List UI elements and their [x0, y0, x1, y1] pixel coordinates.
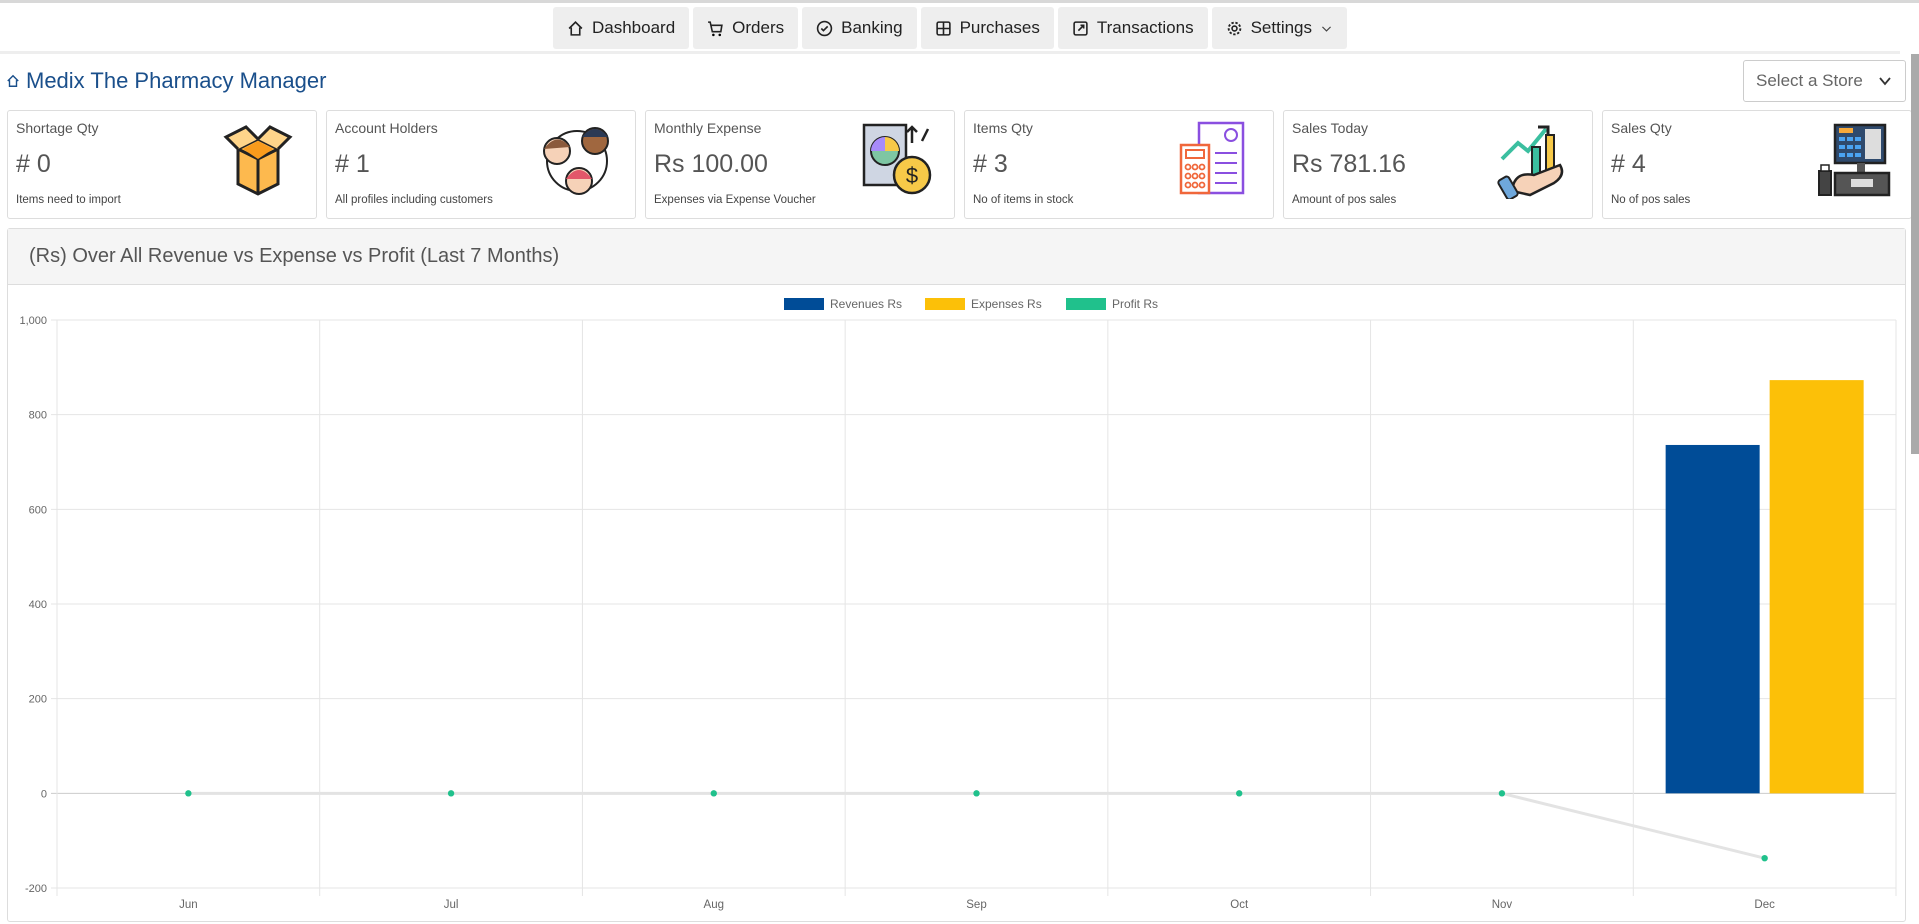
card-subtitle: Items need to import [16, 194, 121, 206]
y-tick-label: 400 [29, 599, 47, 611]
cart-icon [708, 20, 723, 36]
revenue-expense-profit-chart: -200 0 200 400 600 800 1,000 Jun Jul Aug Sep Oct Nov… [19, 297, 1897, 911]
nav-purchases[interactable]: Purchases [920, 7, 1054, 49]
external-link-icon [1073, 20, 1088, 36]
profit-point [1761, 854, 1768, 862]
nav-label: Orders [732, 18, 785, 37]
nav-transactions[interactable]: Transactions [1057, 7, 1208, 49]
x-tick-label: Jun [179, 899, 198, 911]
profit-point [973, 790, 980, 797]
legend-swatch [1066, 298, 1106, 310]
store-select-placeholder: Select a Store [1756, 71, 1863, 90]
legend-swatch [784, 298, 824, 310]
profit-point [185, 790, 192, 797]
card-subtitle: All profiles including customers [335, 194, 493, 206]
card-subtitle: No of pos sales [1611, 194, 1691, 206]
y-tick-label: 600 [29, 504, 47, 516]
growth-chart-hand-icon [1497, 125, 1564, 199]
stat-cards: Shortage Qty # 0 Items need to import Accou… [7, 110, 1912, 219]
x-tick-label: Dec [1754, 899, 1775, 911]
card-label: Sales Today [1292, 120, 1369, 136]
card-label: Monthly Expense [654, 120, 762, 136]
stat-card-sales-today[interactable]: Sales Today Rs 781.16 Amount of pos sales [1283, 110, 1593, 219]
y-tick-label: 0 [41, 788, 47, 800]
bar-expenses-rs [1769, 380, 1864, 794]
x-tick-label: Jul [444, 899, 459, 911]
profit-point [1236, 790, 1243, 797]
y-tick-label: 800 [29, 410, 47, 422]
stat-card-shortage-qty[interactable]: Shortage Qty # 0 Items need to import [7, 110, 317, 219]
stat-card-items-qty[interactable]: Items Qty # 3 No of items in stock [964, 110, 1274, 219]
nav-settings[interactable]: Settings [1211, 7, 1348, 49]
top-border [0, 0, 1919, 3]
stat-card-monthly-expense[interactable]: Monthly Expense Rs 100.00 Expenses via Exp… [645, 110, 955, 219]
card-label: Shortage Qty [16, 120, 99, 136]
chevron-down-icon [1322, 25, 1332, 32]
x-tick-label: Oct [1230, 899, 1249, 911]
stat-card-account-holders[interactable]: Account Holders # 1 All profiles including… [326, 110, 636, 219]
nav-orders[interactable]: Orders [693, 7, 799, 49]
profit-point [710, 790, 717, 797]
top-nav: Dashboard Orders Banking Purchases Transacti… [0, 3, 1900, 54]
store-select[interactable]: Select a Store [1743, 60, 1906, 102]
y-tick-label: 200 [29, 694, 47, 706]
page-title[interactable]: Medix The Pharmacy Manager [6, 68, 326, 94]
card-value: # 3 [973, 150, 1008, 178]
card-value: # 0 [16, 150, 51, 178]
gear-icon [1227, 21, 1241, 35]
home-icon [7, 74, 19, 87]
card-subtitle: Amount of pos sales [1292, 194, 1397, 206]
x-tick-label: Sep [966, 899, 986, 911]
open-box-icon [223, 125, 293, 196]
card-label: Sales Qty [1611, 120, 1672, 136]
profit-point [447, 790, 455, 797]
card-value: # 4 [1611, 150, 1646, 178]
nav-banking[interactable]: Banking [802, 7, 917, 49]
vertical-scrollbar[interactable] [1911, 54, 1919, 454]
revenue-chart-panel: (Rs) Over All Revenue vs Expense vs Prof… [7, 228, 1906, 922]
people-icon [543, 127, 609, 195]
x-tick-label: Aug [704, 899, 724, 911]
home-icon [568, 20, 583, 36]
check-circle-icon [816, 20, 833, 36]
chevron-down-icon [1879, 77, 1891, 86]
card-value: Rs 100.00 [654, 150, 768, 178]
cash-register-icon [1818, 123, 1891, 197]
card-subtitle: Expenses via Expense Voucher [654, 194, 816, 206]
nav-label: Banking [841, 18, 903, 37]
svg-text:$: $ [906, 163, 918, 188]
card-label: Account Holders [335, 120, 438, 136]
legend-label: Expenses Rs [971, 297, 1042, 311]
y-tick-label: -200 [25, 883, 47, 895]
inventory-list-icon [1179, 121, 1245, 195]
x-tick-label: Nov [1492, 899, 1513, 911]
bar-revenues-rs [1665, 444, 1760, 794]
card-value: Rs 781.16 [1292, 150, 1406, 178]
stat-card-sales-qty[interactable]: Sales Qty # 4 No of pos sales [1602, 110, 1912, 219]
grid-icon [935, 20, 951, 36]
profit-line [188, 791, 1766, 860]
legend-label: Profit Rs [1112, 297, 1158, 311]
nav-label: Settings [1250, 18, 1313, 37]
nav-label: Transactions [1096, 18, 1194, 37]
y-tick-label: 1,000 [19, 315, 47, 327]
card-subtitle: No of items in stock [973, 194, 1074, 206]
expense-report-icon: $ [862, 123, 932, 195]
card-label: Items Qty [973, 120, 1033, 136]
legend-swatch [925, 298, 965, 310]
chart-panel-title: (Rs) Over All Revenue vs Expense vs Prof… [8, 229, 1905, 285]
app-title: Medix The Pharmacy Manager [26, 68, 327, 93]
profit-point [1498, 790, 1506, 797]
nav-label: Dashboard [591, 18, 676, 37]
legend-label: Revenues Rs [830, 297, 902, 311]
nav-label: Purchases [959, 18, 1040, 37]
card-value: # 1 [335, 150, 370, 178]
nav-dashboard[interactable]: Dashboard [552, 7, 690, 49]
